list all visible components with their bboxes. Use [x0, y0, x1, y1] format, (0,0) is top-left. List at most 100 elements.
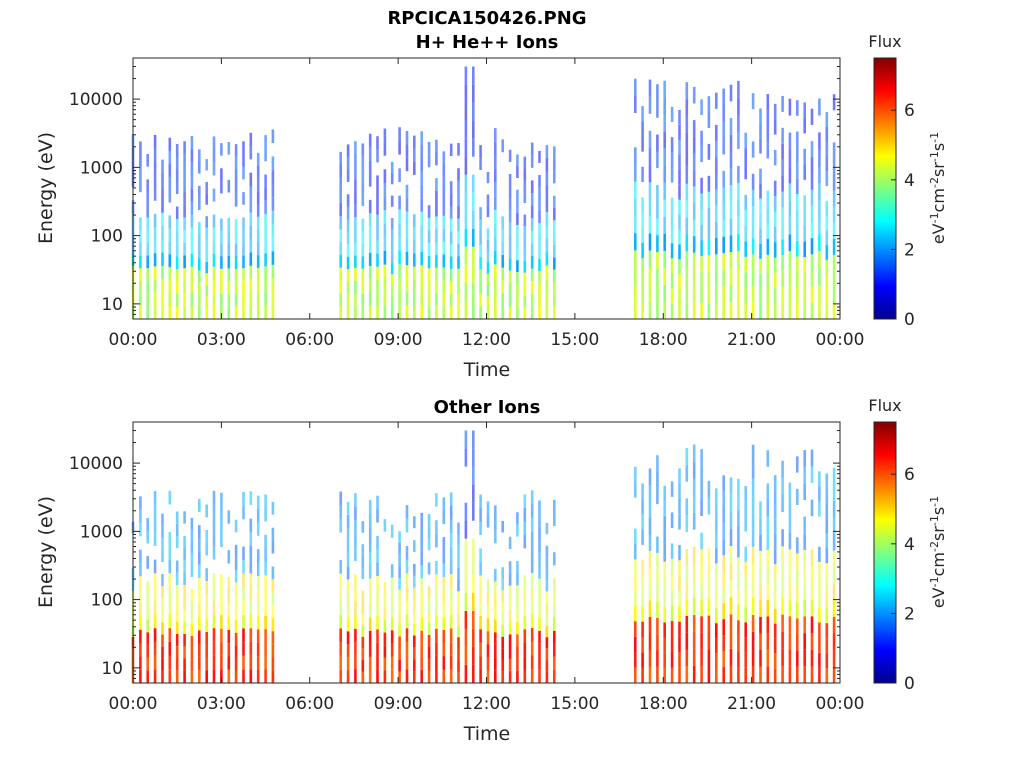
flux-cell: [153, 161, 157, 175]
flux-cell: [781, 143, 784, 160]
flux-cell: [670, 605, 674, 621]
flux-cell: [175, 206, 179, 219]
flux-cell: [383, 169, 387, 183]
flux-cell: [398, 168, 401, 182]
flux-cell: [737, 635, 740, 652]
flux-cell: [825, 304, 829, 319]
flux-cell: [420, 552, 423, 566]
flux-cell: [264, 656, 267, 670]
flux-cell: [457, 568, 460, 580]
flux-cell: [744, 546, 747, 562]
flux-cell: [832, 94, 836, 111]
flux-cell: [271, 605, 275, 619]
flux-cell: [656, 134, 659, 152]
flux-cell: [729, 563, 733, 581]
flux-cell: [183, 179, 186, 192]
flux-cell: [413, 563, 416, 576]
flux-cell: [530, 614, 534, 628]
flux-cell: [249, 199, 253, 213]
flux-cell: [383, 519, 387, 532]
flux-cell: [234, 645, 238, 658]
flux-cell: [398, 671, 401, 683]
flux-cell: [751, 512, 755, 530]
flux-cell: [486, 273, 490, 285]
flux-cell: [234, 657, 238, 671]
flux-cell: [146, 179, 149, 193]
flux-cell: [670, 543, 674, 559]
flux-cell: [479, 306, 482, 319]
flux-cell: [227, 656, 231, 670]
flux-cell: [773, 103, 777, 120]
flux-cell: [398, 624, 401, 637]
flux-cell: [146, 619, 149, 633]
flux-cell: [634, 544, 637, 560]
flux-cell: [346, 256, 350, 270]
flux-cell: [449, 546, 453, 561]
flux-cell: [788, 149, 792, 167]
flux-cell: [692, 86, 696, 104]
flux-cell: [648, 284, 652, 302]
flux-cell: [737, 541, 740, 558]
flux-cell: [146, 670, 149, 683]
flux-cell: [700, 449, 703, 466]
flux-cell: [788, 582, 792, 600]
flux-cell: [175, 585, 179, 598]
flux-cell: [538, 283, 541, 295]
flux-cell: [700, 499, 703, 516]
flux-cell: [751, 141, 755, 158]
flux-cell: [339, 655, 342, 670]
flux-cell: [220, 243, 223, 257]
flux-cell: [501, 659, 504, 672]
flux-cell: [368, 133, 372, 147]
flux-cell: [220, 533, 223, 548]
flux-cell: [508, 282, 512, 295]
flux-cell: [449, 306, 453, 319]
flux-cell: [634, 528, 637, 544]
flux-cell: [175, 597, 179, 610]
flux-cell: [198, 630, 201, 644]
flux-cell: [663, 131, 666, 149]
flux-cell: [670, 636, 674, 652]
flux-cell: [825, 563, 829, 579]
flux-cell: [803, 195, 806, 211]
flux-cell: [435, 139, 438, 153]
flux-cell: [516, 609, 519, 622]
flux-cell: [212, 149, 216, 163]
flux-cell: [641, 575, 644, 591]
flux-cell: [545, 648, 549, 661]
flux-cell: [346, 618, 350, 632]
flux-cell: [523, 615, 527, 630]
flux-cell: [832, 484, 836, 501]
plot-frame: [132, 421, 841, 684]
flux-cell: [368, 160, 372, 174]
flux-cell: [729, 201, 733, 219]
flux-cell: [420, 265, 423, 279]
flux-cell: [700, 177, 703, 194]
flux-cell: [648, 182, 652, 200]
flux-cell: [420, 565, 423, 579]
flux-cell: [508, 222, 512, 235]
flux-cell: [656, 302, 659, 319]
flux-cell: [361, 613, 365, 626]
flux-cell: [781, 191, 784, 208]
flux-cell: [810, 173, 814, 190]
flux-cell: [773, 594, 777, 609]
flux-cell: [766, 254, 770, 271]
flux-cell: [545, 602, 549, 615]
flux-cell: [634, 466, 637, 483]
flux-cell: [766, 516, 770, 534]
y-tick-label: 10000: [69, 454, 123, 474]
flux-cell: [354, 533, 357, 548]
flux-cell: [479, 521, 482, 535]
flux-cell: [744, 256, 747, 273]
flux-cell: [707, 223, 711, 240]
flux-cell: [685, 615, 689, 633]
flux-cell: [553, 171, 556, 184]
flux-cell: [256, 669, 260, 683]
flux-cell: [737, 97, 740, 115]
flux-cell: [354, 268, 357, 281]
flux-cell: [744, 241, 747, 257]
flux-cell: [729, 185, 733, 202]
flux-cell: [368, 239, 372, 253]
